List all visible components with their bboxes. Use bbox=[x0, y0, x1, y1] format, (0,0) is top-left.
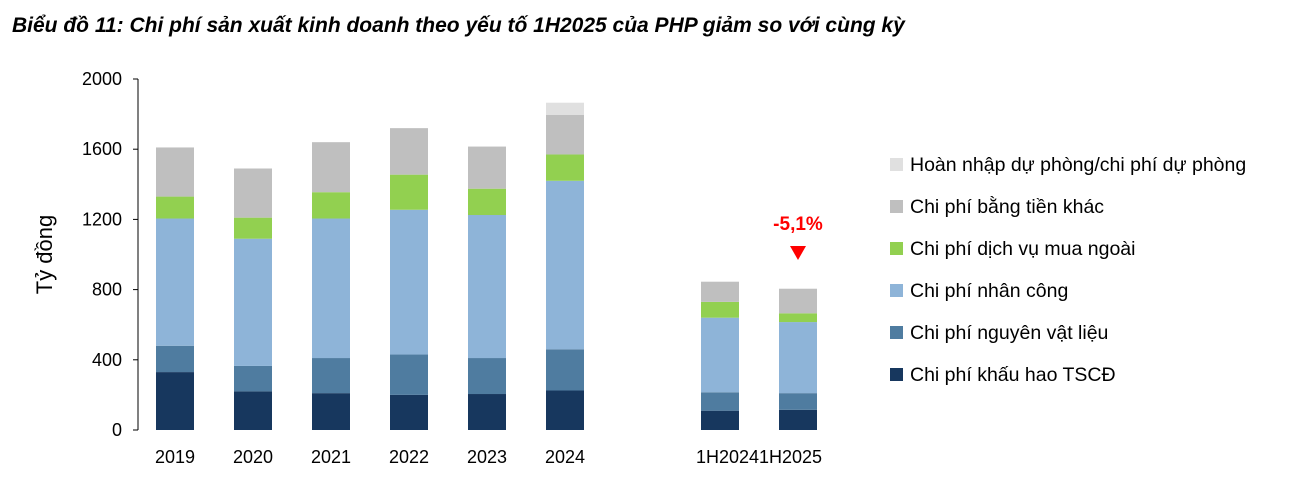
x-tick-label: 2019 bbox=[155, 447, 195, 467]
bar-segment-1h2025-s0 bbox=[779, 409, 817, 430]
x-tick-label: 2021 bbox=[311, 447, 351, 467]
bar-segment-2019-s4 bbox=[156, 147, 194, 197]
bar-segment-2023-s0 bbox=[468, 394, 506, 430]
legend-swatch bbox=[890, 158, 903, 171]
y-axis-title: Tỷ đồng bbox=[32, 215, 57, 295]
bar-segment-2021-s2 bbox=[312, 218, 350, 359]
bar-segment-1h2024-s0 bbox=[701, 410, 739, 430]
bar-segment-2024-s1 bbox=[546, 349, 584, 391]
y-tick-label: 1600 bbox=[82, 139, 122, 159]
y-tick-label: 2000 bbox=[82, 69, 122, 89]
legend-swatch bbox=[890, 326, 903, 339]
bar-segment-2023-s1 bbox=[468, 358, 506, 395]
bar-segment-2020-s3 bbox=[234, 217, 272, 239]
legend-label: Chi phí bằng tiền khác bbox=[910, 195, 1104, 218]
bar-segment-2019-s3 bbox=[156, 196, 194, 219]
bar-segment-2023-s4 bbox=[468, 146, 506, 189]
bar-segment-2020-s4 bbox=[234, 168, 272, 218]
bar-segment-2019-s2 bbox=[156, 218, 194, 346]
bar-segment-1h2024-s1 bbox=[701, 392, 739, 411]
down-arrow-icon bbox=[790, 246, 806, 260]
bar-segment-2022-s2 bbox=[390, 209, 428, 355]
chart-title: Biểu đồ 11: Chi phí sản xuất kinh doanh … bbox=[12, 14, 905, 37]
legend-swatch bbox=[890, 242, 903, 255]
legend-label: Chi phí nhân công bbox=[910, 280, 1068, 302]
bar-segment-1h2025-s2 bbox=[779, 322, 817, 394]
bar-segment-2020-s2 bbox=[234, 238, 272, 366]
bar-segment-2024-s0 bbox=[546, 390, 584, 430]
legend-label: Chi phí khấu hao TSCĐ bbox=[910, 364, 1116, 386]
bar-segment-2021-s3 bbox=[312, 192, 350, 219]
legend-label: Chi phí dịch vụ mua ngoài bbox=[910, 238, 1135, 260]
y-tick-label: 0 bbox=[112, 420, 122, 440]
bar-segment-2024-s4 bbox=[546, 114, 584, 155]
bar-segment-1h2025-s1 bbox=[779, 393, 817, 410]
bar-segment-2021-s0 bbox=[312, 393, 350, 430]
x-tick-label: 2023 bbox=[467, 447, 507, 467]
x-tick-label: 2020 bbox=[233, 447, 273, 467]
bar-segment-1h2024-s4 bbox=[701, 281, 739, 302]
bar-segment-2024-s2 bbox=[546, 180, 584, 350]
bar-segment-2021-s1 bbox=[312, 358, 350, 394]
bar-segment-2021-s4 bbox=[312, 142, 350, 193]
bar-segment-2019-s0 bbox=[156, 372, 194, 430]
bar-segment-2023-s2 bbox=[468, 215, 506, 359]
x-tick-label: 1H20241H2025 bbox=[696, 447, 822, 467]
bar-segment-2024-s5 bbox=[546, 102, 584, 115]
y-tick-label: 400 bbox=[92, 350, 122, 370]
bar-segment-2022-s4 bbox=[390, 128, 428, 175]
x-tick-label: 2024 bbox=[545, 447, 585, 467]
bar-segment-1h2024-s2 bbox=[701, 317, 739, 393]
bar-segment-2023-s3 bbox=[468, 188, 506, 216]
bar-segment-2022-s0 bbox=[390, 394, 428, 430]
bar-segment-2022-s3 bbox=[390, 174, 428, 210]
legend-swatch bbox=[890, 284, 903, 297]
bar-segment-2024-s3 bbox=[546, 154, 584, 181]
bar-segment-1h2025-s3 bbox=[779, 313, 817, 323]
legend-swatch bbox=[890, 368, 903, 381]
bar-segment-2019-s1 bbox=[156, 345, 194, 373]
legend-label: Hoàn nhập dự phòng/chi phí dự phòng bbox=[910, 154, 1246, 176]
bar-segment-2020-s1 bbox=[234, 365, 272, 392]
bar-segment-1h2025-s4 bbox=[779, 288, 817, 314]
y-tick-label: 800 bbox=[92, 280, 122, 300]
legend-label: Chi phí nguyên vật liệu bbox=[910, 322, 1108, 344]
legend-swatch bbox=[890, 200, 903, 213]
bar-segment-2022-s1 bbox=[390, 354, 428, 395]
y-tick-label: 1200 bbox=[82, 209, 122, 229]
bar-segment-2020-s0 bbox=[234, 391, 272, 430]
x-tick-label: 2022 bbox=[389, 447, 429, 467]
bar-segment-1h2024-s3 bbox=[701, 301, 739, 318]
annotation-label: -5,1% bbox=[773, 214, 823, 235]
